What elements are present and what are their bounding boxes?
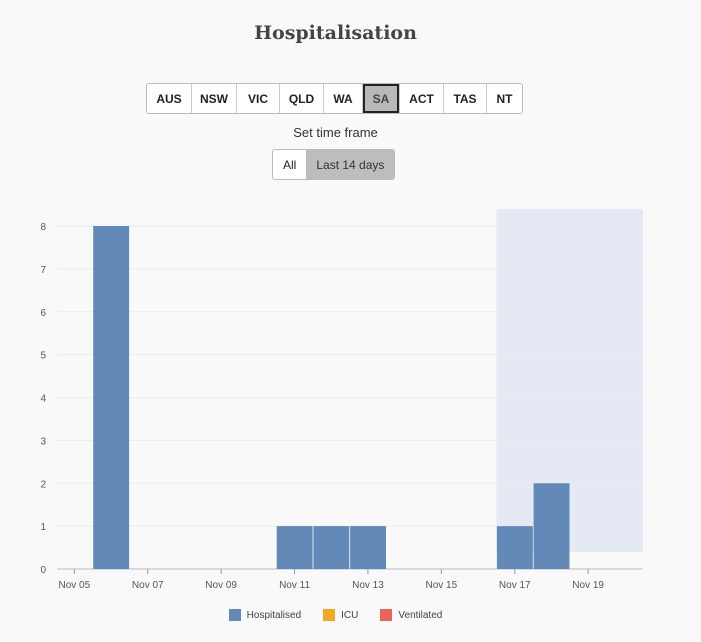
- legend-label: Ventilated: [398, 609, 443, 621]
- region-button-act[interactable]: ACT: [400, 84, 444, 113]
- bar-hospitalised: [276, 526, 313, 569]
- legend-item-icu: ICU: [323, 609, 358, 621]
- x-tick-label: Nov 11: [279, 580, 310, 591]
- region-button-wa[interactable]: WA: [324, 84, 363, 113]
- chart-legend: Hospitalised ICU Ventilated: [0, 609, 671, 621]
- y-tick-label: 3: [40, 436, 46, 447]
- x-tick-label: Nov 15: [426, 580, 458, 591]
- y-tick-label: 0: [40, 565, 46, 576]
- page-title: Hospitalisation: [254, 22, 417, 44]
- legend-label: ICU: [341, 609, 359, 621]
- y-tick-label: 4: [40, 394, 46, 405]
- x-tick-label: Nov 13: [352, 580, 384, 591]
- x-tick-label: Nov 05: [59, 580, 91, 591]
- highlight-region: [496, 209, 643, 552]
- region-button-tas[interactable]: TAS: [444, 84, 487, 113]
- timeframe-label: Set time frame: [293, 125, 378, 140]
- region-button-aus[interactable]: AUS: [147, 84, 192, 113]
- region-button-nt[interactable]: NT: [487, 84, 522, 113]
- region-button-nsw[interactable]: NSW: [192, 84, 237, 113]
- y-tick-label: 8: [40, 222, 46, 233]
- bar-hospitalised: [533, 483, 570, 569]
- bar-hospitalised: [93, 226, 130, 569]
- legend-swatch: [380, 609, 393, 621]
- x-tick-label: Nov 07: [132, 580, 164, 591]
- timeframe-button-all[interactable]: All: [273, 150, 307, 179]
- y-tick-label: 5: [40, 351, 46, 362]
- x-tick-label: Nov 09: [205, 580, 237, 591]
- legend-item-hospitalised: Hospitalised: [228, 609, 302, 621]
- hospitalisation-chart: 0 1 2 3 4 5 6 7 8 Nov 05 Nov 07 Nov 09 Nov 11 Nov 13 N…: [40, 209, 643, 591]
- bar-hospitalised: [313, 526, 350, 569]
- legend-swatch: [228, 609, 241, 621]
- region-button-sa[interactable]: SA: [363, 84, 400, 113]
- legend-label: Hospitalised: [246, 609, 302, 621]
- timeframe-button-last-14-days[interactable]: Last 14 days: [306, 150, 395, 179]
- y-tick-label: 6: [40, 308, 46, 319]
- region-button-qld[interactable]: QLD: [280, 84, 324, 113]
- legend-item-ventilated: Ventilated: [380, 609, 442, 621]
- x-tick-label: Nov 17: [499, 580, 531, 591]
- region-button-vic[interactable]: VIC: [237, 84, 280, 113]
- bar-hospitalised: [496, 526, 533, 569]
- legend-swatch: [323, 609, 336, 621]
- y-tick-label: 2: [40, 479, 46, 490]
- x-tick-label: Nov 19: [572, 580, 604, 591]
- timeframe-selector: All Last 14 days: [272, 149, 396, 180]
- region-selector: AUS NSW VIC QLD WA SA ACT TAS NT: [146, 83, 523, 114]
- y-tick-label: 1: [40, 522, 46, 533]
- bar-hospitalised: [350, 526, 386, 569]
- y-tick-label: 7: [40, 265, 46, 276]
